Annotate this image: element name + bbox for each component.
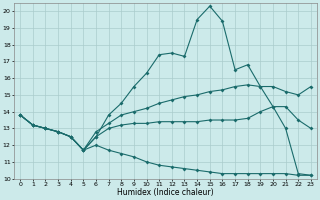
X-axis label: Humidex (Indice chaleur): Humidex (Indice chaleur) [117,188,214,197]
